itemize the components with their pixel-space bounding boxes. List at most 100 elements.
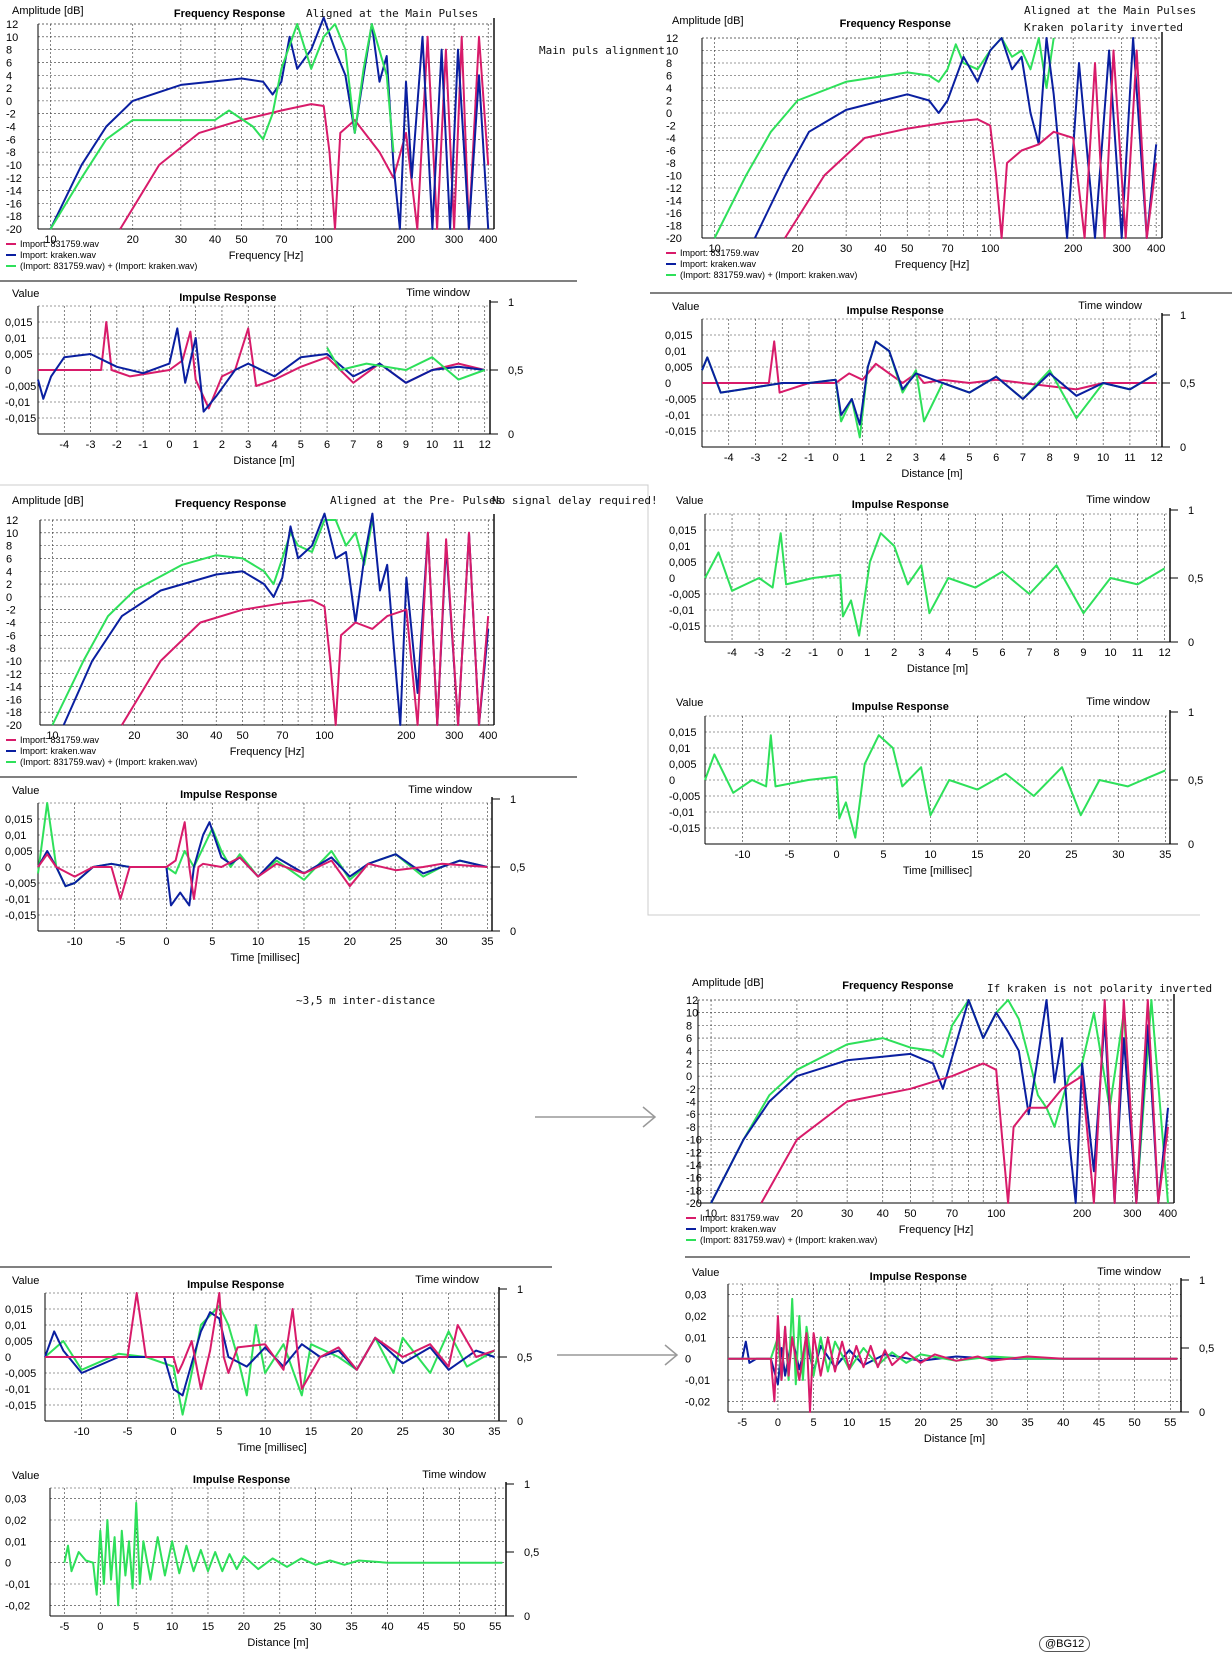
y-axis-label: Amplitude [dB] xyxy=(692,977,764,989)
legend-entry: Import: kraken.wav xyxy=(680,259,757,269)
x-tick-label: 20 xyxy=(128,730,140,742)
y2-tick-label: 1 xyxy=(1180,310,1186,322)
x-tick-label: 20 xyxy=(238,1621,250,1633)
y-tick-label: -0,01 xyxy=(685,1375,710,1387)
y-axis-label: Amplitude [dB] xyxy=(672,15,744,27)
y2-tick-label: 0 xyxy=(510,926,516,938)
y-axis-label: Value xyxy=(676,697,703,709)
x-tick-label: 20 xyxy=(1018,849,1030,861)
y-tick-label: 12 xyxy=(686,995,698,1007)
y2-tick-label: 0,5 xyxy=(1188,775,1203,787)
grid xyxy=(728,1284,1181,1412)
y-tick-label: -20 xyxy=(686,1198,702,1210)
y-tick-label: -4 xyxy=(666,133,676,145)
x-tick-label: 11 xyxy=(1132,647,1143,659)
y-tick-label: -20 xyxy=(6,224,22,236)
x-tick-label: 15 xyxy=(879,1417,891,1429)
x-tick-label: -10 xyxy=(67,936,83,948)
x-tick-label: 4 xyxy=(271,439,277,451)
x-tick-label: 10 xyxy=(843,1417,855,1429)
x-tick-label: 30 xyxy=(442,1426,454,1438)
y-tick-label: -10 xyxy=(6,656,22,668)
y-tick-label: 8 xyxy=(6,541,12,553)
x-tick-label: 20 xyxy=(791,243,803,255)
y-tick-label: 0,015 xyxy=(669,727,697,739)
x-tick-label: 5 xyxy=(880,849,886,861)
y-tick-label: 4 xyxy=(666,83,672,95)
y-tick-label: 0,015 xyxy=(665,330,693,342)
y-tick-label: -2 xyxy=(6,109,16,121)
y-tick-label: -12 xyxy=(686,1147,702,1159)
x-tick-label: 70 xyxy=(946,1208,958,1220)
x-tick-label: -4 xyxy=(727,647,737,659)
x-tick-label: 40 xyxy=(877,1208,889,1220)
y-tick-label: -0,015 xyxy=(669,823,700,835)
chart-title: Impulse Response xyxy=(847,305,944,317)
y-tick-label: 6 xyxy=(666,71,672,83)
x-tick-label: 30 xyxy=(310,1621,322,1633)
y-tick-label: -0,005 xyxy=(5,878,36,890)
y-tick-label: 0,005 xyxy=(669,557,697,569)
x-tick-label: 35 xyxy=(1021,1417,1033,1429)
y2-tick-label: 1 xyxy=(508,297,514,309)
series-group xyxy=(704,532,1166,637)
series-group xyxy=(728,1297,1178,1413)
chart-title: Frequency Response xyxy=(840,18,951,30)
legend-entry: Import: kraken.wav xyxy=(20,746,97,756)
y-tick-label: 2 xyxy=(6,83,12,95)
x-tick-label: 12 xyxy=(1158,647,1170,659)
x-tick-label: 8 xyxy=(1047,452,1053,464)
x-axis-label: Frequency [Hz] xyxy=(899,1224,974,1236)
legend-entry: Import: 831759.wav xyxy=(20,735,100,745)
y2-tick-label: 0 xyxy=(1199,1407,1205,1419)
y-axis-label: Value xyxy=(12,288,39,300)
x-tick-label: 5 xyxy=(811,1417,817,1429)
y-tick-label: -0,005 xyxy=(669,589,700,601)
x-tick-label: 300 xyxy=(445,234,463,246)
y2-tick-label: 1 xyxy=(1188,505,1194,517)
x-tick-label: 30 xyxy=(1112,849,1124,861)
x-tick-label: 30 xyxy=(986,1417,998,1429)
chart-title: Impulse Response xyxy=(180,789,277,801)
y2-tick-label: 0,5 xyxy=(508,365,523,377)
series-line-sum xyxy=(704,532,1166,637)
y-tick-label: -8 xyxy=(686,1122,696,1134)
y-tick-label: 0,01 xyxy=(5,333,26,345)
x-tick-label: -1 xyxy=(808,647,818,659)
x-tick-label: 6 xyxy=(324,439,330,451)
x-tick-label: 12 xyxy=(479,439,491,451)
legend-entry: (Import: 831759.wav) + (Import: kraken.w… xyxy=(20,261,197,271)
x-tick-label: 0 xyxy=(97,1621,103,1633)
x-axis-label: Distance [m] xyxy=(247,1637,308,1649)
y-tick-label: -14 xyxy=(6,682,22,694)
x-tick-label: 9 xyxy=(1073,452,1079,464)
x-tick-label: 5 xyxy=(133,1621,139,1633)
legend-entry: Import: 831759.wav xyxy=(680,248,760,258)
y-tick-label: -0,005 xyxy=(669,791,700,803)
x-tick-label: 50 xyxy=(901,243,913,255)
x-tick-label: 100 xyxy=(315,234,333,246)
annotation-inter-distance: ~3,5 m inter-distance xyxy=(296,994,436,1007)
y-tick-label: -20 xyxy=(666,233,682,245)
x-tick-label: 55 xyxy=(1164,1417,1176,1429)
x-tick-label: 0 xyxy=(166,439,172,451)
x-tick-label: -2 xyxy=(777,452,787,464)
y-tick-label: -18 xyxy=(6,211,22,223)
x-tick-label: 50 xyxy=(904,1208,916,1220)
y-tick-label: -20 xyxy=(6,720,22,732)
x-tick-label: -2 xyxy=(112,439,122,451)
x-tick-label: -5 xyxy=(59,1621,69,1633)
x-tick-label: 1 xyxy=(193,439,199,451)
x-tick-label: 10 xyxy=(426,439,438,451)
x-tick-label: 10 xyxy=(708,243,720,255)
y-tick-label: -0,01 xyxy=(5,1579,30,1591)
y-tick-label: -12 xyxy=(666,183,682,195)
x-tick-label: 0 xyxy=(775,1417,781,1429)
x-tick-label: 11 xyxy=(453,439,464,451)
y-tick-label: -8 xyxy=(6,147,16,159)
x-tick-label: 20 xyxy=(791,1208,803,1220)
chart-ir4: Value Impulse Response Time window0,0150,0… xyxy=(669,494,1203,675)
x-tick-label: 10 xyxy=(705,1208,717,1220)
y-tick-label: 0,02 xyxy=(685,1311,706,1323)
